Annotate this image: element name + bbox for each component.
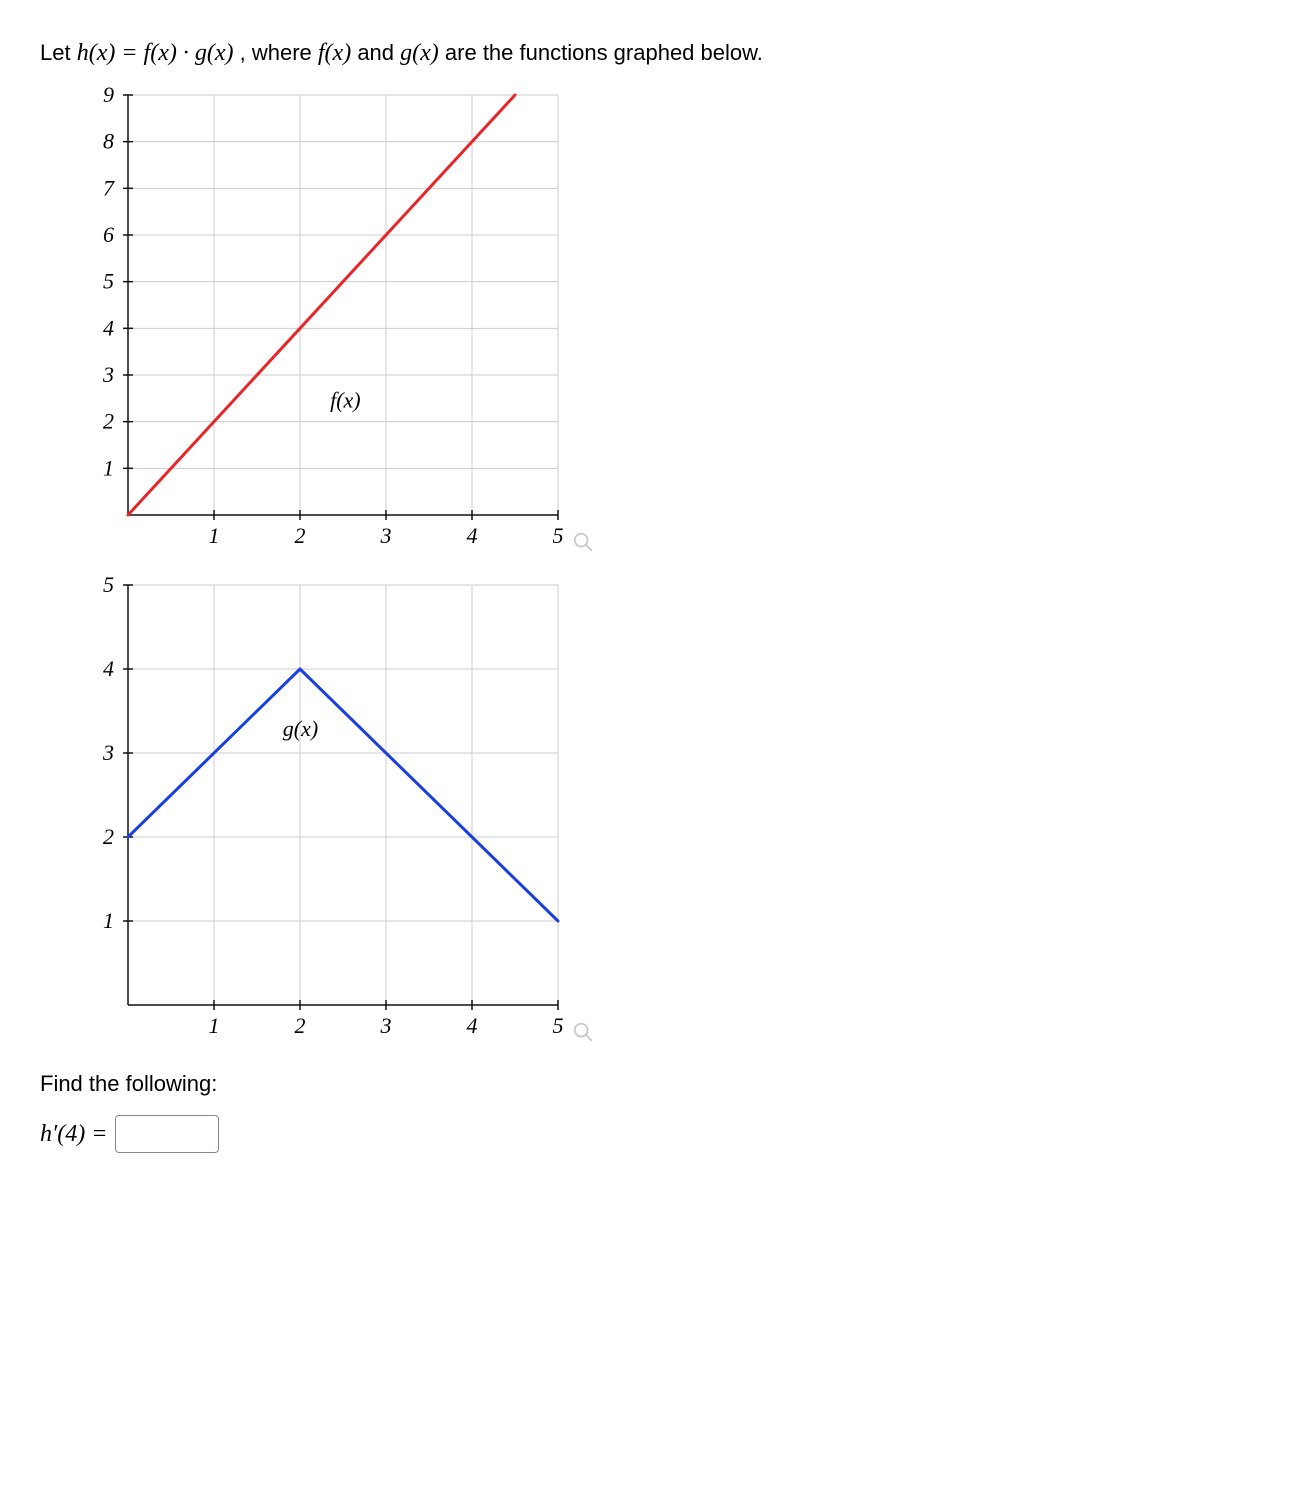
svg-text:2: 2 (295, 523, 306, 548)
chart-f: 1 2 3 4 5 1 2 3 4 5 6 7 8 9 f(x) (70, 87, 590, 557)
svg-text:4: 4 (103, 656, 114, 681)
svg-text:4: 4 (467, 1013, 478, 1038)
svg-text:4: 4 (103, 315, 114, 340)
hprime-label: h′(4) = (40, 1121, 107, 1148)
question-prompt: Let h(x) = f(x) · g(x) , where f(x) and … (40, 40, 1266, 67)
prompt-mid: , where (240, 40, 318, 65)
prompt-prefix: Let (40, 40, 77, 65)
svg-text:7: 7 (103, 175, 115, 200)
svg-text:1: 1 (209, 1013, 220, 1038)
svg-text:1: 1 (103, 455, 114, 480)
answer-row: h′(4) = (40, 1115, 1266, 1153)
svg-text:3: 3 (102, 740, 114, 765)
svg-text:f(x): f(x) (330, 388, 361, 413)
prompt-eq: h(x) = f(x) · g(x) (77, 40, 234, 66)
svg-text:2: 2 (103, 409, 114, 434)
svg-text:5: 5 (553, 523, 564, 548)
svg-text:5: 5 (103, 577, 114, 597)
magnifier-icon[interactable] (572, 531, 594, 553)
svg-text:9: 9 (103, 87, 114, 107)
magnifier-icon[interactable] (572, 1021, 594, 1043)
svg-text:1: 1 (103, 908, 114, 933)
svg-text:8: 8 (103, 129, 114, 154)
svg-text:g(x): g(x) (283, 716, 318, 741)
prompt-g: g(x) (400, 40, 439, 66)
svg-text:2: 2 (103, 824, 114, 849)
svg-text:3: 3 (380, 1013, 392, 1038)
chart-g-container: 1 2 3 4 5 1 2 3 4 5 g(x) (70, 577, 590, 1047)
svg-text:3: 3 (102, 362, 114, 387)
chart-f-container: 1 2 3 4 5 1 2 3 4 5 6 7 8 9 f(x) (70, 87, 590, 557)
svg-text:4: 4 (467, 523, 478, 548)
svg-text:2: 2 (295, 1013, 306, 1038)
prompt-suffix: are the functions graphed below. (445, 40, 763, 65)
svg-text:5: 5 (103, 269, 114, 294)
answer-input[interactable] (115, 1115, 219, 1153)
find-label: Find the following: (40, 1071, 1266, 1097)
svg-text:1: 1 (209, 523, 220, 548)
chart-g: 1 2 3 4 5 1 2 3 4 5 g(x) (70, 577, 590, 1047)
svg-text:3: 3 (380, 523, 392, 548)
prompt-and: and (357, 40, 400, 65)
svg-text:5: 5 (553, 1013, 564, 1038)
prompt-f: f(x) (318, 40, 351, 66)
svg-text:6: 6 (103, 222, 114, 247)
